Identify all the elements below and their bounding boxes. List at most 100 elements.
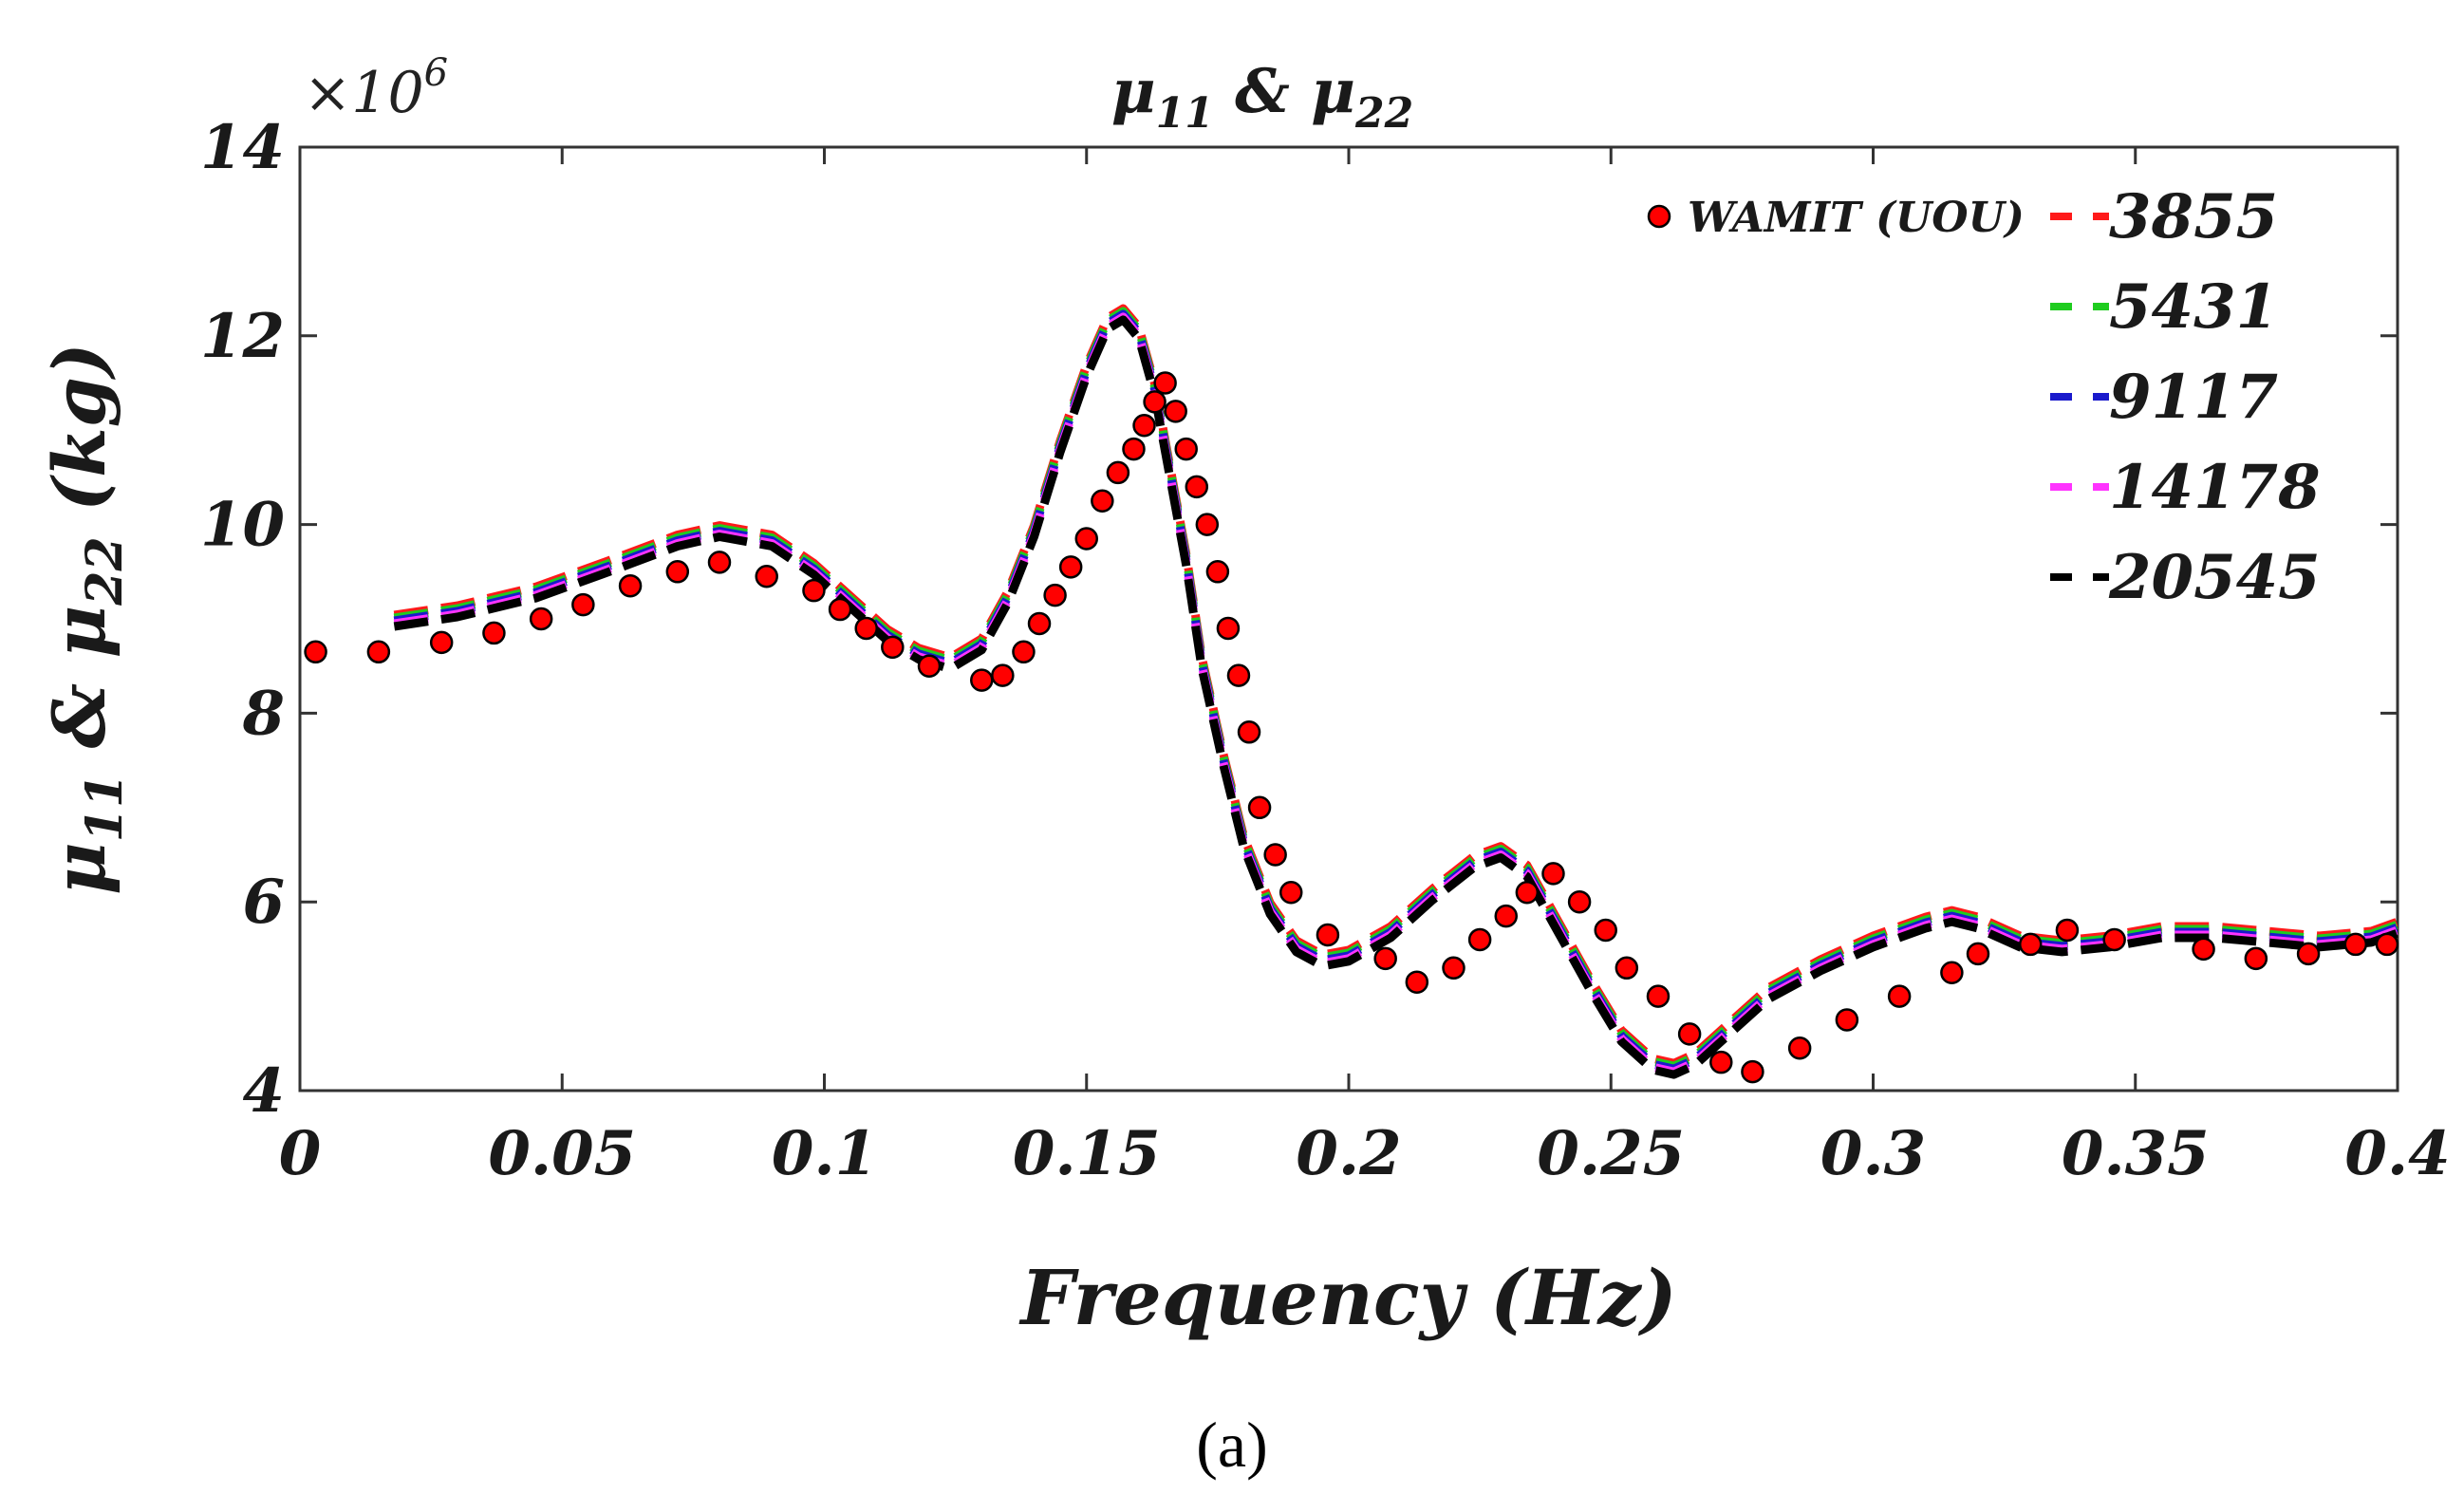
data-point [2244, 946, 2268, 971]
data-point [1195, 513, 1220, 536]
data-point [1677, 1022, 1702, 1046]
data-point [970, 668, 994, 692]
x-tick-label: 0.35 [2062, 1118, 2210, 1189]
data-point [1143, 390, 1167, 414]
data-point [1594, 918, 1617, 943]
title-mu1: μ [1111, 56, 1156, 127]
data-point [828, 597, 852, 622]
y-multiplier-base: ×10 [304, 60, 424, 126]
data-point [1316, 923, 1340, 947]
data-point [1787, 1036, 1812, 1060]
x-tick-label: 0.25 [1537, 1118, 1685, 1189]
legend-label-20545: 20545 [2108, 542, 2321, 613]
legend-marker-wamit [1647, 204, 1671, 229]
data-point [1541, 862, 1565, 886]
data-point [881, 635, 905, 660]
title-amp: & [1214, 56, 1311, 127]
data-point [1373, 946, 1397, 971]
x-tick-label: 0.4 [2344, 1118, 2450, 1189]
data-point [1226, 663, 1251, 687]
scatter-series-group [304, 371, 2399, 1084]
data-point [1615, 956, 1639, 980]
y-tick-label: 14 [200, 112, 285, 183]
ylabel-mu2: μ [37, 606, 121, 659]
data-point [2343, 932, 2368, 957]
data-point [2375, 932, 2399, 957]
ylabel-sub2: 22 [76, 536, 134, 606]
data-point [1122, 437, 1146, 461]
data-point [802, 578, 826, 603]
figure-caption: (a) [1196, 1409, 1267, 1481]
data-point [1027, 611, 1052, 636]
data-point [991, 663, 1015, 687]
data-point [1515, 881, 1540, 905]
x-tick-label: 0.1 [772, 1118, 877, 1189]
x-tick-label: 0.05 [488, 1118, 636, 1189]
data-point [1216, 616, 1241, 641]
data-point [755, 565, 778, 588]
series-line-5431 [393, 307, 2399, 1071]
legend-label-wamit: WAMIT (UOU) [1688, 194, 2025, 242]
ylabel-amp: & [37, 658, 121, 774]
data-point [1164, 400, 1187, 423]
data-point [1741, 1059, 1764, 1084]
data-point [1442, 956, 1465, 980]
data-point [2019, 932, 2043, 957]
data-point [917, 654, 942, 678]
y-tick-label: 8 [241, 678, 285, 749]
data-point [1237, 720, 1261, 744]
data-point [529, 607, 553, 631]
data-point [571, 592, 595, 617]
data-point [2192, 937, 2215, 962]
legend-label-3855: 3855 [2109, 181, 2278, 252]
legend-label-14178: 14178 [2109, 452, 2321, 523]
data-point [1091, 489, 1114, 513]
x-tick-label: 0.2 [1296, 1118, 1401, 1189]
data-point [1887, 984, 1912, 1008]
data-point [1247, 795, 1272, 820]
y-ticks: 4 6 8 10 12 14 [200, 112, 2398, 1127]
y-axis-label: μ11 & μ22 (kg) [37, 343, 134, 895]
data-point [1174, 437, 1198, 461]
data-point [2296, 942, 2321, 966]
y-multiplier: ×106 [304, 51, 448, 126]
legend-label-9117: 9117 [2109, 362, 2278, 433]
x-tick-label: 0.15 [1013, 1118, 1161, 1189]
x-tick-label: 0.3 [1820, 1118, 1926, 1189]
x-ticks: 0 0.05 0.1 0.15 0.2 0.25 0.3 0.35 0.4 [279, 147, 2451, 1189]
data-point [1074, 527, 1098, 551]
y-multiplier-exp: 6 [424, 51, 448, 95]
data-point [429, 630, 454, 655]
x-axis-label: Frequency (Hz) [1018, 1253, 1676, 1342]
title-sub1: 11 [1156, 89, 1214, 138]
data-point [1106, 460, 1130, 485]
data-point [1835, 1008, 1859, 1032]
data-point [854, 616, 878, 641]
data-point [618, 573, 643, 598]
data-point [304, 640, 327, 664]
data-point [1494, 904, 1518, 928]
data-point [1709, 1050, 1733, 1074]
data-point [1058, 555, 1083, 579]
data-point [1263, 843, 1287, 867]
y-tick-label: 6 [242, 867, 285, 938]
data-point [1940, 961, 1964, 984]
title-mu2: μ [1311, 56, 1355, 127]
data-point [482, 621, 506, 645]
ylabel-unit: (kg) [37, 343, 121, 536]
data-point [1966, 942, 1990, 966]
y-tick-label: 4 [242, 1055, 285, 1127]
data-point [1012, 640, 1036, 664]
data-point [707, 551, 732, 574]
data-point [1646, 984, 1671, 1008]
data-point [1153, 371, 1177, 395]
data-point [1467, 927, 1492, 952]
legend: WAMIT (UOU) 3855 5431 9117 14178 20545 [1647, 181, 2321, 613]
title-sub2: 22 [1354, 89, 1413, 138]
data-point [1043, 583, 1067, 607]
data-point [2055, 918, 2080, 943]
x-tick-label: 0 [279, 1118, 322, 1189]
data-point [366, 640, 391, 664]
data-point [1405, 970, 1429, 994]
